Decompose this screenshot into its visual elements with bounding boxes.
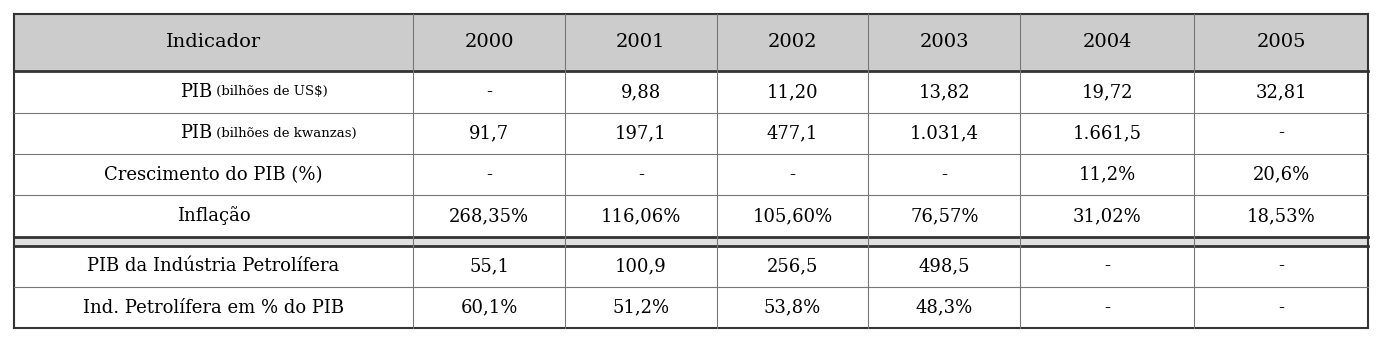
Text: 256,5: 256,5 [767, 257, 818, 275]
Text: 1.031,4: 1.031,4 [909, 124, 978, 142]
Bar [14, 113, 1368, 154]
Text: 55,1: 55,1 [470, 257, 509, 275]
Text: -: - [1104, 299, 1110, 317]
Text: 48,3%: 48,3% [916, 299, 973, 317]
Text: PIB: PIB [180, 124, 213, 142]
Text: 2004: 2004 [1082, 34, 1132, 51]
Text: -: - [1278, 124, 1284, 142]
Text: 116,06%: 116,06% [601, 207, 681, 225]
Text: PIB da Indústria Petrolífera: PIB da Indústria Petrolífera [87, 257, 340, 275]
Bar [14, 246, 1368, 287]
Text: 268,35%: 268,35% [449, 207, 529, 225]
Bar [14, 195, 1368, 237]
Text: 31,02%: 31,02% [1072, 207, 1142, 225]
Text: 91,7: 91,7 [468, 124, 509, 142]
Text: 197,1: 197,1 [615, 124, 666, 142]
Text: 2000: 2000 [464, 34, 514, 51]
Text: 498,5: 498,5 [919, 257, 970, 275]
Text: 1.661,5: 1.661,5 [1072, 124, 1142, 142]
Text: PIB (bilhões de US$): PIB (bilhões de US$) [119, 83, 308, 101]
Text: 18,53%: 18,53% [1247, 207, 1316, 225]
Text: 32,81: 32,81 [1255, 83, 1307, 101]
Text: 2001: 2001 [616, 34, 666, 51]
Text: -: - [789, 166, 796, 184]
Text: 477,1: 477,1 [767, 124, 818, 142]
Text: 2002: 2002 [768, 34, 817, 51]
Text: (bilhões de US$): (bilhões de US$) [213, 86, 328, 98]
Text: 19,72: 19,72 [1081, 83, 1133, 101]
Text: -: - [486, 166, 492, 184]
Text: Crescimento do PIB (%): Crescimento do PIB (%) [104, 166, 323, 184]
Text: 100,9: 100,9 [615, 257, 666, 275]
Text: 13,82: 13,82 [919, 83, 970, 101]
Text: 2005: 2005 [1256, 34, 1306, 51]
Text: 11,20: 11,20 [767, 83, 818, 101]
Text: 51,2%: 51,2% [612, 299, 669, 317]
Text: -: - [1278, 299, 1284, 317]
Text: Ind. Petrolífera em % do PIB: Ind. Petrolífera em % do PIB [83, 299, 344, 317]
Bar [14, 237, 1368, 246]
Bar [14, 71, 1368, 113]
Text: 11,2%: 11,2% [1078, 166, 1136, 184]
Text: 20,6%: 20,6% [1252, 166, 1310, 184]
Text: 60,1%: 60,1% [460, 299, 518, 317]
Bar [14, 14, 1368, 71]
Text: 76,57%: 76,57% [909, 207, 978, 225]
Text: 105,60%: 105,60% [752, 207, 833, 225]
Text: (bilhões de kwanzas): (bilhões de kwanzas) [213, 127, 357, 140]
Text: 9,88: 9,88 [621, 83, 661, 101]
Text: -: - [486, 83, 492, 101]
Text: Inflação: Inflação [177, 207, 250, 225]
Bar [14, 154, 1368, 195]
Text: -: - [1278, 257, 1284, 275]
Text: 53,8%: 53,8% [764, 299, 821, 317]
Text: -: - [941, 166, 947, 184]
Text: 2003: 2003 [919, 34, 969, 51]
Text: -: - [638, 166, 644, 184]
Text: PIB: PIB [180, 83, 213, 101]
Bar [14, 287, 1368, 328]
Text: Indicador: Indicador [166, 34, 261, 51]
Text: -: - [1104, 257, 1110, 275]
